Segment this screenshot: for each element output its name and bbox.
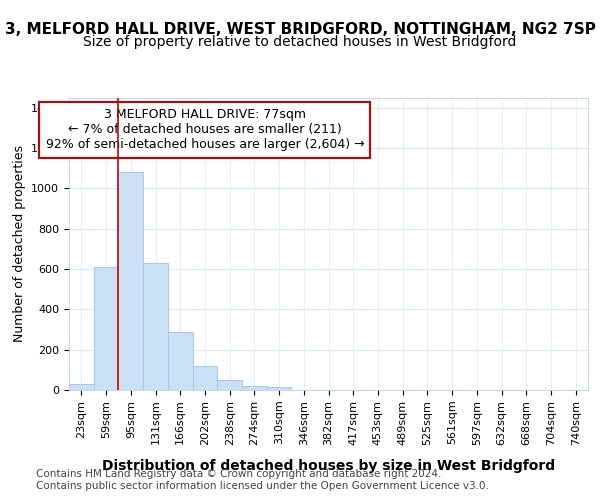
- Bar: [94, 267, 118, 390]
- Text: Size of property relative to detached houses in West Bridgford: Size of property relative to detached ho…: [83, 35, 517, 49]
- Bar: [193, 366, 217, 390]
- Bar: [217, 380, 242, 390]
- Bar: [168, 332, 193, 390]
- Text: Contains public sector information licensed under the Open Government Licence v3: Contains public sector information licen…: [36, 481, 489, 491]
- Text: Contains HM Land Registry data © Crown copyright and database right 2024.: Contains HM Land Registry data © Crown c…: [36, 469, 442, 479]
- X-axis label: Distribution of detached houses by size in West Bridgford: Distribution of detached houses by size …: [102, 458, 555, 472]
- Text: 3, MELFORD HALL DRIVE, WEST BRIDGFORD, NOTTINGHAM, NG2 7SP: 3, MELFORD HALL DRIVE, WEST BRIDGFORD, N…: [5, 22, 595, 36]
- Bar: [69, 384, 94, 390]
- Y-axis label: Number of detached properties: Number of detached properties: [13, 145, 26, 342]
- Bar: [267, 387, 292, 390]
- Text: 3 MELFORD HALL DRIVE: 77sqm
← 7% of detached houses are smaller (211)
92% of sem: 3 MELFORD HALL DRIVE: 77sqm ← 7% of deta…: [46, 108, 364, 152]
- Bar: [242, 386, 267, 390]
- Bar: [143, 263, 168, 390]
- Bar: [118, 172, 143, 390]
